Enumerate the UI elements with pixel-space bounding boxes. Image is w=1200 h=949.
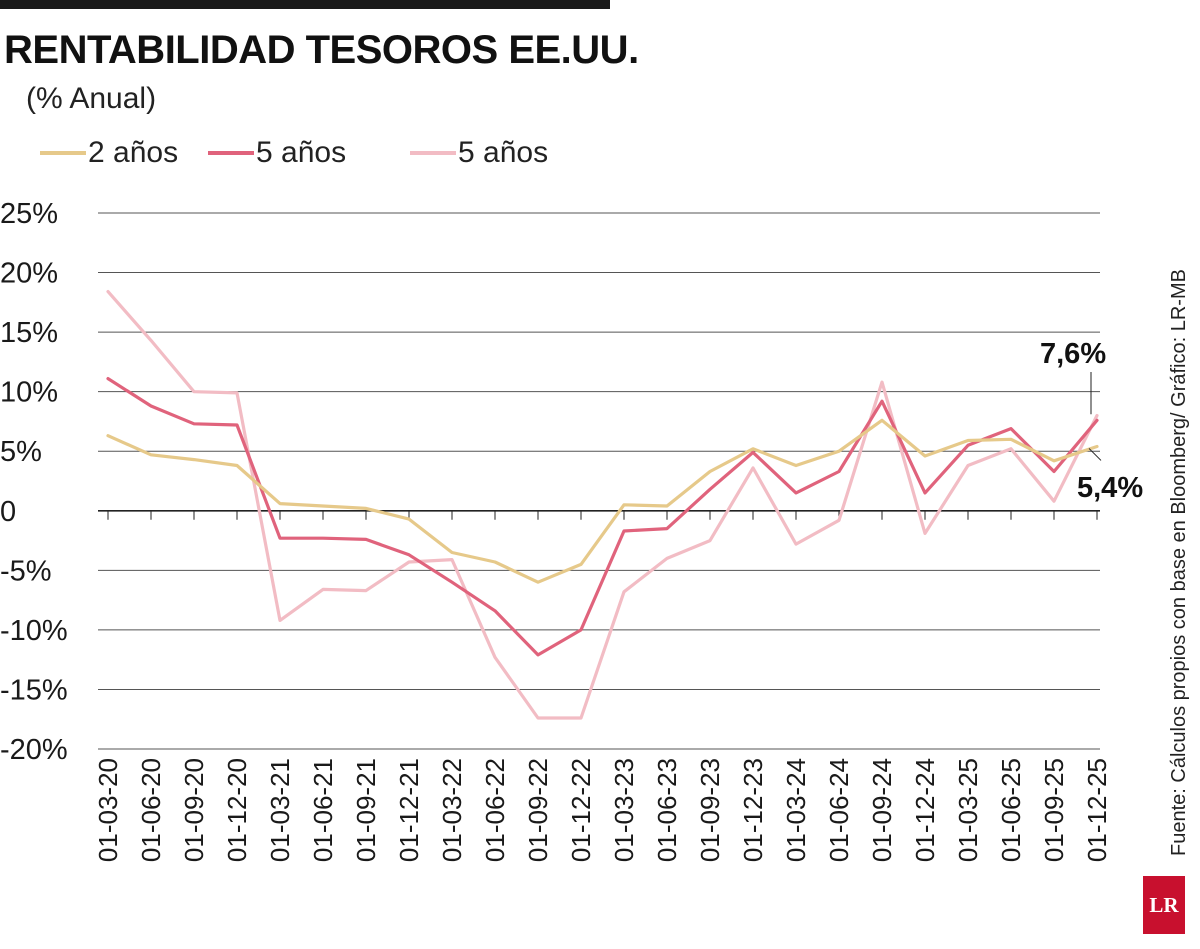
y-tick-label: -10% — [0, 615, 68, 647]
x-tick-label: 01-03-21 — [265, 758, 295, 862]
annotation-leader — [1088, 448, 1102, 461]
y-tick-label: 5% — [0, 436, 42, 468]
x-tick-label: 01-03-23 — [609, 758, 639, 862]
series-line-1 — [106, 377, 1099, 657]
y-tick-label: -20% — [0, 734, 68, 766]
x-tick-label: 01-09-20 — [179, 758, 209, 862]
x-tick-label: 01-06-23 — [652, 758, 682, 862]
annotation-label: 5,4% — [1077, 472, 1143, 504]
legend-swatch-5-anos-light — [410, 151, 456, 155]
x-tick-label: 01-09-24 — [867, 758, 897, 862]
top-rule — [0, 0, 610, 9]
y-tick-label: 20% — [0, 258, 58, 290]
x-tick-label: 01-12-25 — [1082, 758, 1112, 862]
legend-label-5-anos-light: 5 años — [458, 136, 549, 169]
legend-item-5-anos-light: 5 años — [410, 136, 548, 170]
x-tick-label: 01-06-24 — [824, 758, 854, 862]
x-tick-label: 01-12-23 — [738, 758, 768, 862]
x-tick-label: 01-06-22 — [480, 758, 510, 862]
lr-logo: LR — [1143, 876, 1185, 934]
y-tick-label: -15% — [0, 674, 68, 706]
legend-swatch-2-anos — [40, 151, 86, 155]
annotation-label: 7,6% — [1040, 338, 1106, 370]
y-tick-label: -5% — [0, 555, 52, 587]
x-tick-label: 01-03-22 — [437, 758, 467, 862]
series-line-2 — [106, 290, 1099, 720]
y-tick-label: 0 — [0, 496, 16, 528]
x-tick-label: 01-09-25 — [1039, 758, 1069, 862]
legend-label-5-anos: 5 años — [256, 136, 347, 169]
x-tick-label: 01-06-20 — [136, 758, 166, 862]
legend-item-2-anos: 2 años — [40, 136, 178, 170]
x-tick-label: 01-03-25 — [953, 758, 983, 862]
x-tick-label: 01-03-20 — [93, 758, 123, 862]
chart-subtitle: (% Anual) — [26, 82, 157, 115]
x-tick-label: 01-12-20 — [222, 758, 252, 862]
chart-title: RENTABILIDAD TESOROS EE.UU. — [4, 28, 639, 72]
y-tick-label: 10% — [0, 377, 58, 409]
source-note: Fuente: Cálculos propios con base en Blo… — [1168, 269, 1190, 856]
x-tick-label: 01-06-21 — [308, 758, 338, 862]
x-tick-label: 01-12-24 — [910, 758, 940, 862]
x-tick-label: 01-12-21 — [394, 758, 424, 862]
legend-label-2-anos: 2 años — [88, 136, 179, 169]
x-tick-label: 01-06-25 — [996, 758, 1026, 862]
x-tick-label: 01-09-23 — [695, 758, 725, 862]
x-tick-label: 01-09-21 — [351, 758, 381, 862]
x-tick-label: 01-09-22 — [523, 758, 553, 862]
x-tick-label: 01-03-24 — [781, 758, 811, 862]
y-tick-label: 25% — [0, 198, 58, 230]
legend-item-5-anos: 5 años — [208, 136, 346, 170]
x-tick-label: 01-12-22 — [566, 758, 596, 862]
series-line-0 — [106, 418, 1099, 584]
y-tick-label: 15% — [0, 317, 58, 349]
legend-swatch-5-anos — [208, 151, 254, 155]
